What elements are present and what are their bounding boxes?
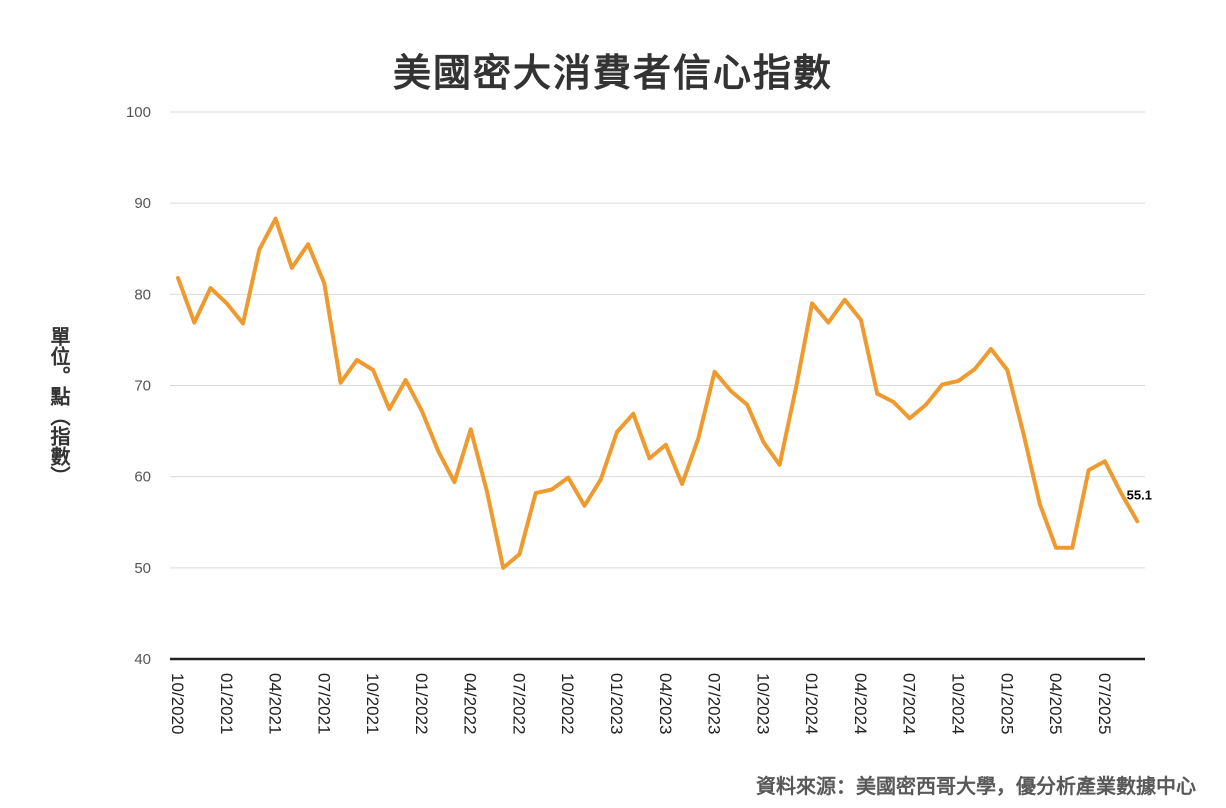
y-tick-label: 50: [134, 560, 151, 577]
x-tick-label: 01/2022: [412, 673, 431, 734]
x-tick-label: 04/2025: [1046, 673, 1065, 734]
x-tick-label: 01/2023: [607, 673, 626, 734]
data-series: [176, 216, 1140, 570]
x-tick-label: 10/2024: [948, 673, 967, 734]
y-tick-label: 100: [126, 104, 151, 121]
x-tick-label: 07/2022: [509, 673, 528, 734]
x-tick-label: 04/2024: [851, 673, 870, 734]
x-tick-label: 01/2021: [217, 673, 236, 734]
x-tick-label: 04/2023: [656, 673, 675, 734]
x-tick-label: 10/2023: [753, 673, 772, 734]
x-tick-label: 01/2025: [997, 673, 1016, 734]
annotations: 55.1: [1127, 487, 1152, 502]
series-line: [176, 216, 1140, 570]
x-tick-label: 10/2020: [168, 673, 187, 734]
chart-title: 美國密大消費者信心指數: [392, 51, 833, 95]
x-tick-label: 07/2025: [1095, 673, 1114, 734]
y-axis-label: 單位。點（指數）: [47, 326, 71, 486]
source-note: 資料來源：美國密西哥大學，優分析產業數據中心: [756, 774, 1196, 798]
x-tick-label: 04/2021: [266, 673, 285, 734]
grid-lines: [170, 111, 1145, 661]
x-tick-label: 10/2021: [363, 673, 382, 734]
x-tick-label: 07/2021: [314, 673, 333, 734]
x-tick-label: 07/2023: [705, 673, 724, 734]
y-tick-labels: 100 90 80 70 60 50 40: [126, 104, 151, 668]
y-tick-label: 60: [134, 469, 151, 486]
y-tick-label: 40: [134, 651, 151, 668]
y-tick-label: 70: [134, 378, 151, 395]
x-tick-label: 01/2024: [802, 673, 821, 734]
y-tick-label: 80: [134, 286, 151, 303]
x-tick-label: 07/2024: [900, 673, 919, 734]
y-tick-label: 90: [134, 195, 151, 212]
x-tick-labels: 10/2020 01/2021 04/2021 07/2021 10/2021 01/20…: [168, 673, 1114, 734]
x-tick-label: 10/2022: [558, 673, 577, 734]
x-tick-label: 04/2022: [461, 673, 480, 734]
data-label: 55.1: [1127, 487, 1152, 502]
